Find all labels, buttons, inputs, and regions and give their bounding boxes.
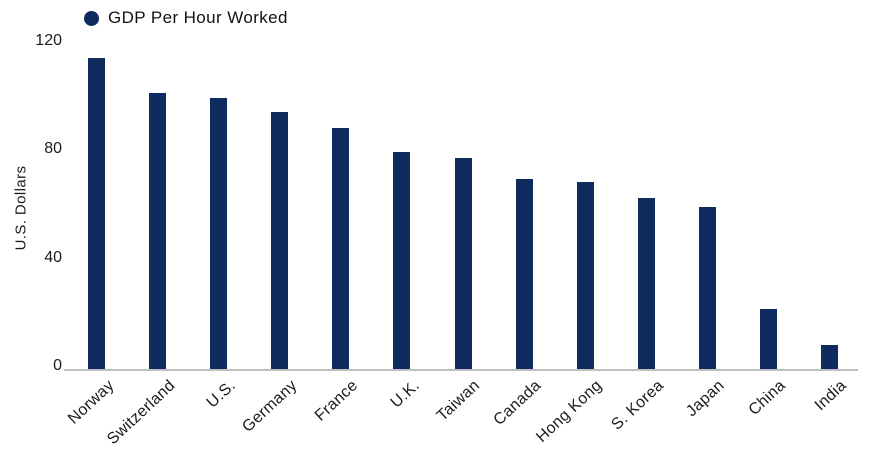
y-tick-label: 80 <box>44 140 62 158</box>
bar-slot <box>249 44 310 369</box>
bar-switzerland <box>149 92 167 369</box>
bar-slot <box>310 44 371 369</box>
bar-slot <box>494 44 555 369</box>
bar-slot <box>555 44 616 369</box>
x-tick-label: China <box>745 377 789 419</box>
x-tick-label: France <box>312 377 362 425</box>
x-tick-label: Norway <box>64 377 118 428</box>
bar-germany <box>271 111 289 369</box>
x-tick-label: Japan <box>683 377 728 421</box>
bar-japan <box>698 206 716 369</box>
x-tick-label: India <box>811 377 851 415</box>
bar-slot <box>432 44 493 369</box>
bar-slot <box>66 44 127 369</box>
bar-canada <box>515 179 533 369</box>
bar-france <box>332 127 350 369</box>
legend-label: GDP Per Hour Worked <box>108 8 288 27</box>
x-tick-label: Germany <box>239 377 301 436</box>
y-tick-label: 40 <box>44 248 62 266</box>
bar-u-k- <box>393 152 411 369</box>
bar-slot <box>677 44 738 369</box>
y-axis-title: U.S. Dollars <box>12 165 30 251</box>
y-tick-label: 120 <box>35 32 62 49</box>
legend: GDP Per Hour Worked <box>84 8 288 28</box>
bar-taiwan <box>454 157 472 369</box>
x-tick-label: S. Korea <box>607 377 667 434</box>
bar-china <box>759 309 777 369</box>
plot-area <box>66 44 860 369</box>
x-tick-label: Taiwan <box>434 377 484 425</box>
bar-slot <box>127 44 188 369</box>
x-axis-line <box>64 369 858 371</box>
x-tick-label: U.S. <box>204 377 240 412</box>
bar-norway <box>88 57 106 369</box>
legend-marker-icon <box>84 10 99 26</box>
x-tick-label: U.K. <box>387 377 423 412</box>
bar-s-korea <box>637 198 655 369</box>
bar-hong-kong <box>576 182 594 369</box>
x-tick-label: Hong Kong <box>533 377 606 446</box>
bar-slot <box>371 44 432 369</box>
x-axis-labels: Norway Switzerland U.S. Germany France U.K. Ta… <box>64 377 860 455</box>
y-tick-label: 0 <box>53 357 62 374</box>
bar-slot <box>738 44 799 369</box>
x-tick-label: Canada <box>490 377 545 429</box>
bar-slot <box>616 44 677 369</box>
bar-slot <box>188 44 249 369</box>
bar-u-s- <box>210 98 228 369</box>
bar-slot <box>799 44 860 369</box>
bar-india <box>820 344 838 369</box>
